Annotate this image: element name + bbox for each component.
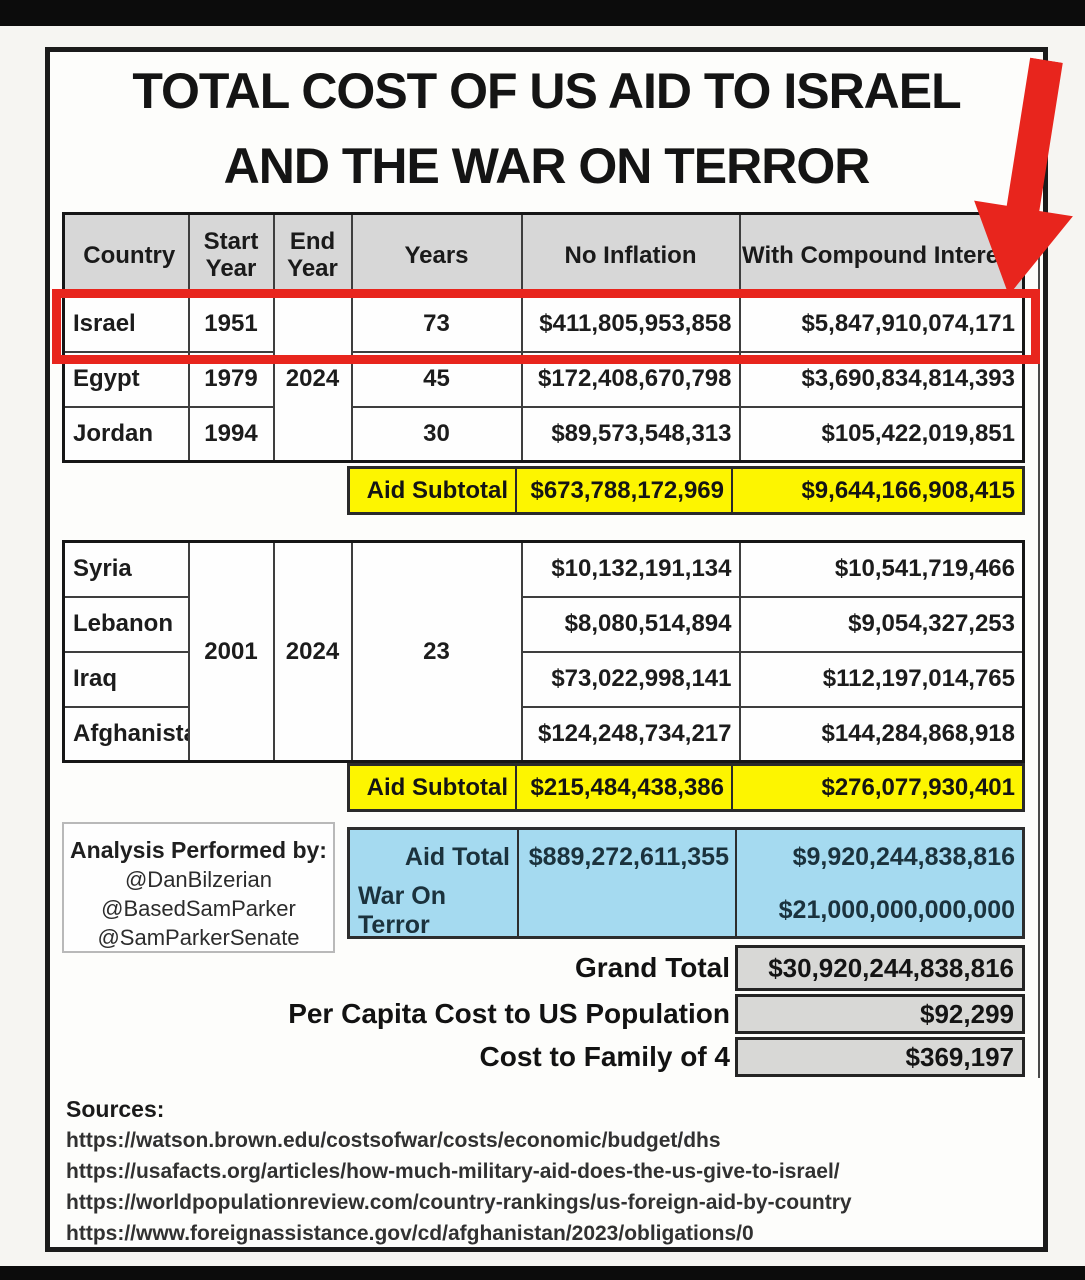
end-year-merged-cell: 2024 [272,295,353,463]
grand-total-value: $30,920,244,838,816 [735,945,1025,991]
table-row-lebanon: Lebanon $8,080,514,894 $9,054,327,253 [62,595,1025,653]
source-link: https://watson.brown.edu/costsofwar/cost… [66,1129,721,1152]
aid-subtotal-no-inflation: $215,484,438,386 [517,766,733,809]
page-title-line-1: TOTAL COST OF US AID TO ISRAEL [132,63,961,119]
country-cell: Syria [62,540,190,598]
aid-subtotal-label: Aid Subtotal [350,766,517,809]
aid-subtotal-label: Aid Subtotal [350,469,517,512]
sources-heading: Sources: [66,1096,165,1122]
no-inflation-cell: $73,022,998,141 [520,650,741,708]
years-cell: 30 [350,405,523,463]
col-header-end-year: End Year [272,212,353,298]
compound-cell: $144,284,868,918 [738,705,1025,763]
start-year-cell: 1994 [187,405,275,463]
sources-section: Sources: https://watson.brown.edu/costso… [66,1093,852,1249]
table-row-syria: Syria 2001 2024 23 $10,132,191,134 $10,5… [62,540,1025,763]
col-header-start-year: Start Year [187,212,275,298]
grand-total-label: Grand Total [574,952,730,983]
compound-cell: $10,541,719,466 [738,540,1025,598]
no-inflation-cell: $10,132,191,134 [520,540,741,598]
aid-total-no-inflation: $889,272,611,355 [528,843,729,871]
column-divider [517,830,519,936]
war-on-terror-label: War On Terror [358,881,446,939]
country-cell: Afghanistan [62,705,190,763]
no-inflation-cell: $89,573,548,313 [520,405,741,463]
analysis-handle: @BasedSamParker [101,896,296,921]
table-row-jordan: Jordan 1994 30 $89,573,548,313 $105,422,… [62,405,1025,463]
source-link: https://usafacts.org/articles/how-much-m… [66,1160,840,1183]
source-link: https://www.foreignassistance.gov/cd/afg… [66,1222,754,1245]
family-of-4-value: $369,197 [735,1037,1025,1077]
aid-subtotal-no-inflation: $673,788,172,969 [517,469,733,512]
years-cell: 73 [350,295,523,353]
col-header-years: Years [350,212,523,298]
analysis-heading: Analysis Performed by: [70,837,327,863]
aid-total-box: Aid Total War On Terror $889,272,611,355… [347,827,1025,939]
analysis-handle: @DanBilzerian [124,867,273,892]
start-year-merged-cell: 2001 [187,540,275,763]
analysis-credit-box: Analysis Performed by: @DanBilzerian @Ba… [62,822,335,953]
end-year-merged-cell: 2024 [272,540,353,763]
header-row: Country Start Year End Year Years No Inf… [62,212,1025,298]
compound-cell: $9,054,327,253 [738,595,1025,653]
table-row-iraq: Iraq $73,022,998,141 $112,197,014,765 [62,650,1025,708]
country-cell: Lebanon [62,595,190,653]
country-cell: Iraq [62,650,190,708]
table-row-israel: Israel 1951 2024 73 $411,805,953,858 $5,… [62,295,1025,463]
per-capita-value: $92,299 [735,994,1025,1034]
aid-subtotal-compound: $9,644,166,908,415 [801,476,1015,504]
analysis-handle: @SamParkerSenate [97,925,300,950]
aid-subtotal-row-2: Aid Subtotal $215,484,438,386 $276,077,9… [347,763,1025,812]
no-inflation-cell: $124,248,734,217 [520,705,741,763]
compound-cell: $105,422,019,851 [738,405,1025,463]
years-merged-cell: 23 [350,540,523,763]
page-title-line-2: AND THE WAR ON TERROR [223,138,871,194]
country-cell: Jordan [62,405,190,463]
family-of-4-label: Cost to Family of 4 [479,1041,730,1072]
aid-subtotal-compound: $276,077,930,401 [821,773,1015,801]
no-inflation-cell: $411,805,953,858 [520,295,741,353]
war-on-terror-compound: $21,000,000,000,000 [778,896,1015,924]
red-arrow-icon [974,57,1073,296]
compound-cell: $112,197,014,765 [738,650,1025,708]
bottom-black-strip [0,1266,1085,1280]
aid-subtotal-row-1: Aid Subtotal $673,788,172,969 $9,644,166… [347,466,1025,515]
no-inflation-cell: $8,080,514,894 [520,595,741,653]
aid-total-compound: $9,920,244,838,816 [792,843,1015,871]
highlight-box-israel-row [52,289,1040,364]
column-divider [735,830,737,936]
table-row-afghanistan: Afghanistan $124,248,734,217 $144,284,86… [62,705,1025,763]
aid-table-group2: Syria 2001 2024 23 $10,132,191,134 $10,5… [62,540,1025,763]
source-link: https://worldpopulationreview.com/countr… [66,1191,852,1214]
aid-total-label: Aid Total [404,843,510,871]
col-header-country: Country [62,212,190,298]
per-capita-label: Per Capita Cost to US Population [288,998,730,1029]
spreadsheet-grid-line [1038,212,1040,1078]
col-header-no-inflation: No Inflation [520,212,741,298]
top-black-strip [0,0,1085,26]
